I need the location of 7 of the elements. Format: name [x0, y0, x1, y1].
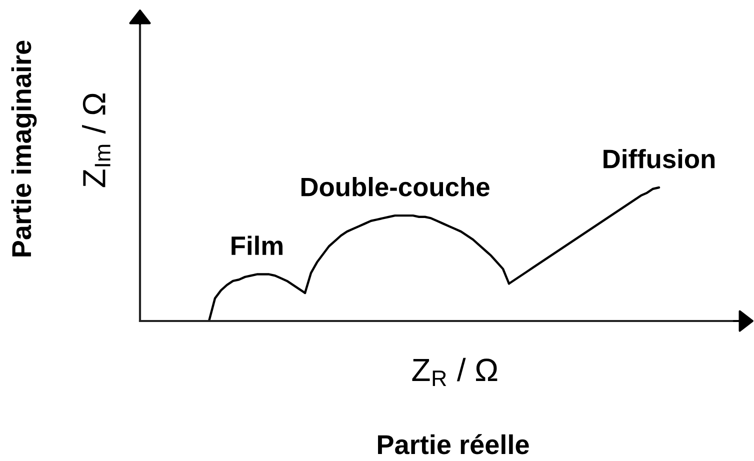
text: Partie réelle — [378, 434, 529, 454]
series-label: Film — [232, 236, 282, 255]
x-axis-title: Z$_{R}$ / Ω — [412, 358, 498, 386]
y-axis-title: Z$_{Im}$ / Ω — [82, 93, 110, 188]
text: Partie imaginaire — [11, 40, 37, 256]
series-label: Diffusion — [604, 148, 715, 168]
series-label: Double-couche — [301, 176, 490, 196]
